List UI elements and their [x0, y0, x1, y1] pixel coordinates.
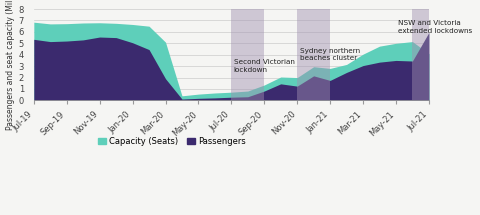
Text: Sydney northern
beaches cluster: Sydney northern beaches cluster	[300, 48, 360, 61]
Legend: Capacity (Seats), Passengers: Capacity (Seats), Passengers	[95, 134, 250, 149]
Y-axis label: Passengers and seat capacity (Millions): Passengers and seat capacity (Millions)	[6, 0, 14, 131]
Text: Second Victorian
lockdown: Second Victorian lockdown	[234, 59, 295, 73]
Bar	[231, 9, 264, 100]
Text: NSW and Victoria
extended lockdowns: NSW and Victoria extended lockdowns	[398, 20, 473, 34]
Bar	[412, 9, 429, 100]
Bar	[297, 9, 330, 100]
